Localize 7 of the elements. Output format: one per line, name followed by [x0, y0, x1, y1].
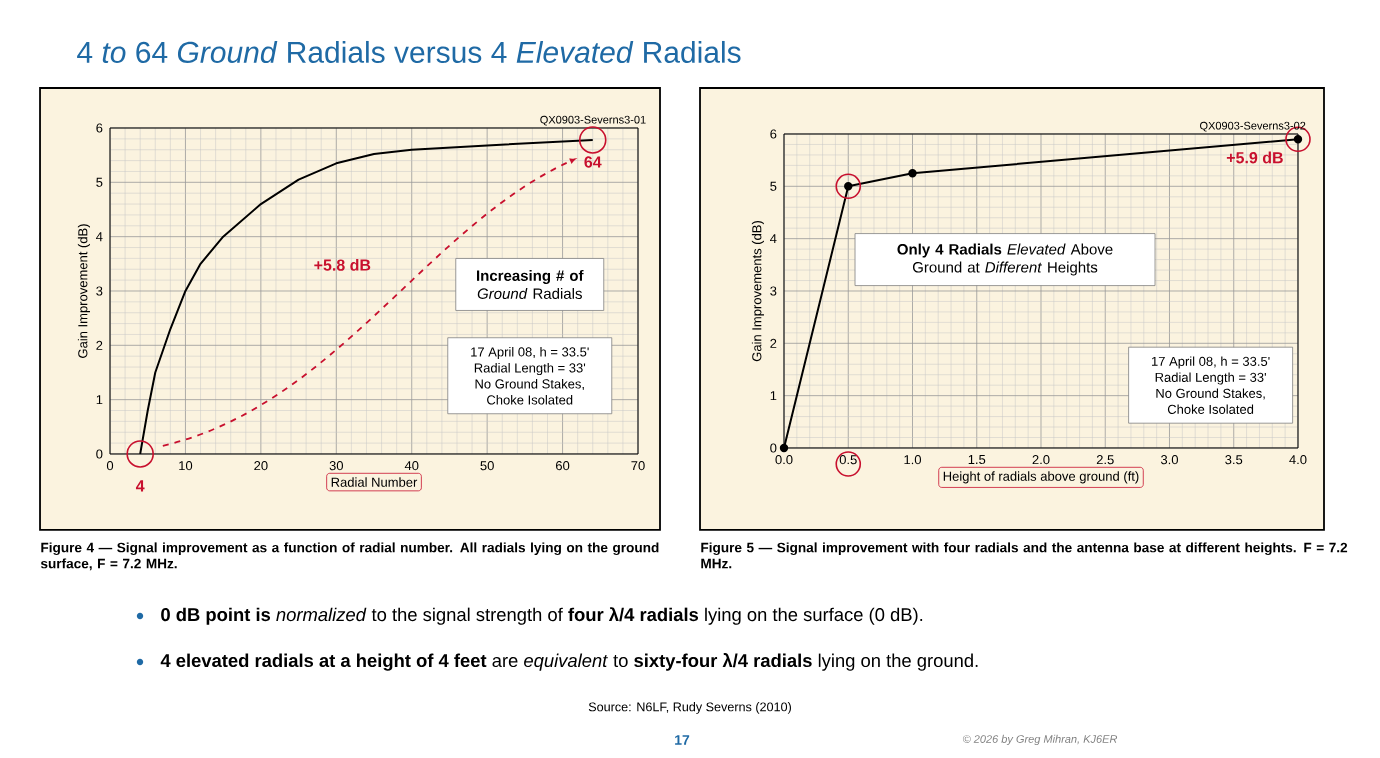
- text: 4 elevated radials at a height of 4 feet are equivalent to sixty-four λ/4 radials lying on the ground.: [160, 653, 978, 671]
- text: 4 to 64 Ground Radials versus 4 Elevated Radials: [77, 40, 741, 64]
- text: 4: [135, 480, 145, 492]
- text: 0 dB point is normalized to the signal strength of four λ/4 radials lying on the surface (0 dB).: [161, 607, 923, 625]
- annotation: +5.9 dB: [1226, 151, 1283, 164]
- annotation: 64: [584, 156, 602, 168]
- annotation: +5.8 dB: [314, 259, 371, 271]
